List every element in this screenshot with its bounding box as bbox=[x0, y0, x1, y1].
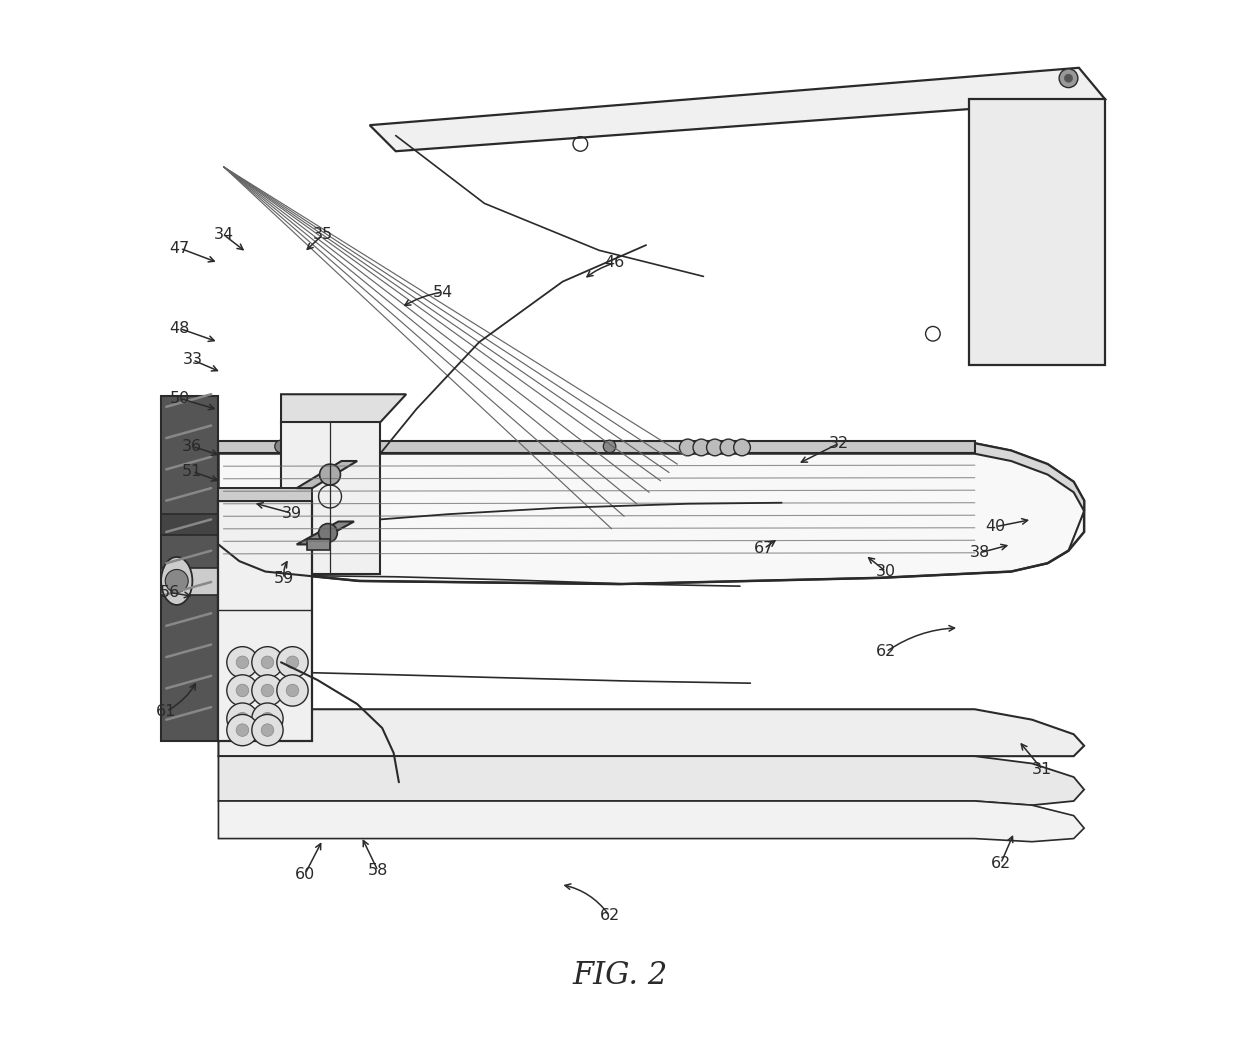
Circle shape bbox=[1059, 69, 1078, 88]
Polygon shape bbox=[281, 394, 407, 422]
Polygon shape bbox=[296, 522, 355, 544]
Circle shape bbox=[252, 675, 283, 706]
Circle shape bbox=[693, 439, 709, 456]
Text: 35: 35 bbox=[312, 227, 332, 242]
Polygon shape bbox=[218, 501, 281, 615]
Text: 50: 50 bbox=[170, 391, 190, 406]
Circle shape bbox=[277, 647, 309, 678]
Text: 67: 67 bbox=[754, 541, 774, 556]
Polygon shape bbox=[308, 539, 330, 550]
Bar bbox=[218, 488, 312, 501]
Text: 54: 54 bbox=[433, 285, 453, 299]
Polygon shape bbox=[218, 443, 1084, 584]
Text: FIG. 2: FIG. 2 bbox=[573, 960, 667, 991]
Circle shape bbox=[262, 712, 274, 725]
Circle shape bbox=[680, 439, 696, 456]
Polygon shape bbox=[218, 441, 975, 453]
Polygon shape bbox=[970, 99, 1105, 365]
Polygon shape bbox=[296, 461, 357, 488]
Polygon shape bbox=[218, 501, 312, 741]
Polygon shape bbox=[281, 422, 381, 574]
Polygon shape bbox=[218, 709, 1084, 756]
Circle shape bbox=[252, 703, 283, 734]
Bar bbox=[161, 514, 218, 535]
Circle shape bbox=[227, 703, 258, 734]
Text: 62: 62 bbox=[991, 856, 1011, 871]
Circle shape bbox=[227, 714, 258, 746]
Circle shape bbox=[236, 656, 249, 669]
Text: 36: 36 bbox=[182, 439, 202, 454]
Text: 31: 31 bbox=[1032, 762, 1053, 777]
Polygon shape bbox=[161, 568, 218, 595]
Circle shape bbox=[262, 656, 274, 669]
Polygon shape bbox=[218, 756, 1084, 805]
Text: 51: 51 bbox=[182, 464, 202, 479]
Text: 30: 30 bbox=[875, 564, 897, 579]
Circle shape bbox=[252, 647, 283, 678]
Text: 38: 38 bbox=[970, 545, 990, 560]
Circle shape bbox=[286, 656, 299, 669]
Circle shape bbox=[734, 439, 750, 456]
Text: 59: 59 bbox=[274, 572, 294, 586]
Text: 33: 33 bbox=[182, 353, 202, 367]
Circle shape bbox=[1064, 74, 1073, 82]
Circle shape bbox=[286, 684, 299, 697]
Circle shape bbox=[275, 440, 288, 453]
Text: 39: 39 bbox=[281, 506, 301, 520]
Polygon shape bbox=[218, 801, 1084, 842]
Circle shape bbox=[165, 569, 188, 592]
Polygon shape bbox=[218, 443, 1084, 511]
Circle shape bbox=[227, 647, 258, 678]
Text: 58: 58 bbox=[368, 864, 388, 878]
Text: 62: 62 bbox=[599, 908, 620, 923]
Text: 56: 56 bbox=[159, 585, 180, 600]
Text: 46: 46 bbox=[605, 256, 625, 270]
Text: 48: 48 bbox=[170, 321, 190, 336]
Circle shape bbox=[236, 684, 249, 697]
Circle shape bbox=[720, 439, 737, 456]
Text: 47: 47 bbox=[170, 241, 190, 256]
Circle shape bbox=[277, 675, 309, 706]
Circle shape bbox=[262, 724, 274, 736]
Text: 62: 62 bbox=[875, 645, 897, 659]
Circle shape bbox=[319, 524, 337, 542]
Circle shape bbox=[236, 712, 249, 725]
Circle shape bbox=[236, 724, 249, 736]
Circle shape bbox=[707, 439, 723, 456]
Polygon shape bbox=[370, 68, 1105, 151]
Circle shape bbox=[227, 675, 258, 706]
Circle shape bbox=[320, 464, 341, 485]
Text: 61: 61 bbox=[156, 704, 176, 719]
Text: 40: 40 bbox=[986, 519, 1006, 534]
Polygon shape bbox=[161, 396, 218, 741]
Ellipse shape bbox=[161, 557, 192, 605]
Text: 32: 32 bbox=[830, 436, 849, 451]
Text: 60: 60 bbox=[295, 867, 315, 881]
Circle shape bbox=[262, 684, 274, 697]
Circle shape bbox=[252, 714, 283, 746]
Circle shape bbox=[604, 440, 616, 453]
Text: 34: 34 bbox=[213, 227, 233, 242]
